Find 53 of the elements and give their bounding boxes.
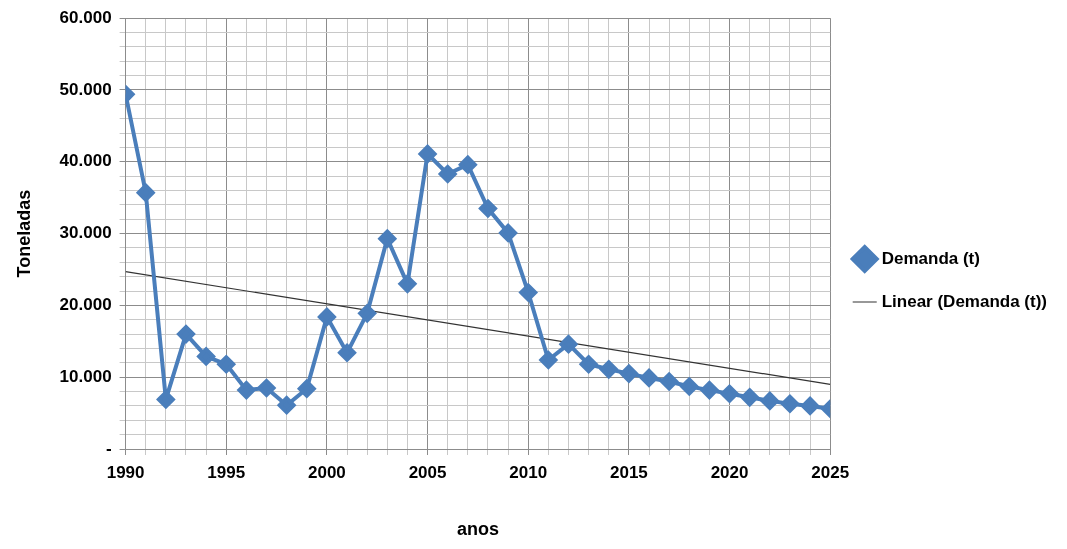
x-tick-label: 2020 xyxy=(710,462,749,482)
legend-label: Demanda (t) xyxy=(881,248,980,268)
point xyxy=(418,144,437,163)
point xyxy=(660,372,679,391)
y-tick-label: 30.000 xyxy=(59,223,112,243)
x-tick-label: 2010 xyxy=(509,462,548,482)
point xyxy=(559,335,578,354)
x-tick-label: 2005 xyxy=(408,462,447,482)
y-tick-label: 20.000 xyxy=(59,295,112,315)
point xyxy=(519,283,538,302)
point xyxy=(680,377,699,396)
y-tick-label: 50.000 xyxy=(59,79,112,99)
point xyxy=(700,381,719,400)
point xyxy=(760,391,779,410)
point xyxy=(358,304,377,323)
point xyxy=(599,360,618,379)
point xyxy=(297,379,316,398)
point xyxy=(801,396,820,415)
x-axis-title: anos xyxy=(456,519,499,540)
point xyxy=(237,381,256,400)
point xyxy=(176,325,195,344)
point xyxy=(197,347,216,366)
point xyxy=(257,378,276,397)
point xyxy=(539,350,558,369)
point xyxy=(720,384,739,403)
point xyxy=(640,368,659,387)
legend-label: Linear (Demanda (t)) xyxy=(881,291,1047,311)
point xyxy=(378,229,397,248)
x-tick-label: 2000 xyxy=(308,462,346,482)
y-tick-label: - xyxy=(105,438,112,458)
point xyxy=(619,364,638,383)
point xyxy=(780,394,799,413)
point xyxy=(136,183,155,202)
point xyxy=(438,165,457,184)
point xyxy=(156,390,175,409)
point xyxy=(398,274,417,293)
y-tick-label: 60.000 xyxy=(59,7,112,27)
point xyxy=(579,355,598,374)
point xyxy=(740,388,759,407)
point xyxy=(499,223,518,242)
point xyxy=(317,307,336,326)
y-tick-label: 10.000 xyxy=(59,366,112,386)
point xyxy=(458,155,477,174)
point xyxy=(338,343,357,362)
x-tick-label: 2025 xyxy=(811,462,850,482)
x-tick-label: 1990 xyxy=(106,462,145,482)
point xyxy=(217,355,236,374)
y-tick-label: 40.000 xyxy=(59,151,112,171)
x-tick-label: 1995 xyxy=(207,462,246,482)
y-axis-title: Toneladas xyxy=(13,189,34,278)
point xyxy=(277,396,296,415)
point xyxy=(478,199,497,218)
x-tick-label: 2015 xyxy=(609,462,648,482)
